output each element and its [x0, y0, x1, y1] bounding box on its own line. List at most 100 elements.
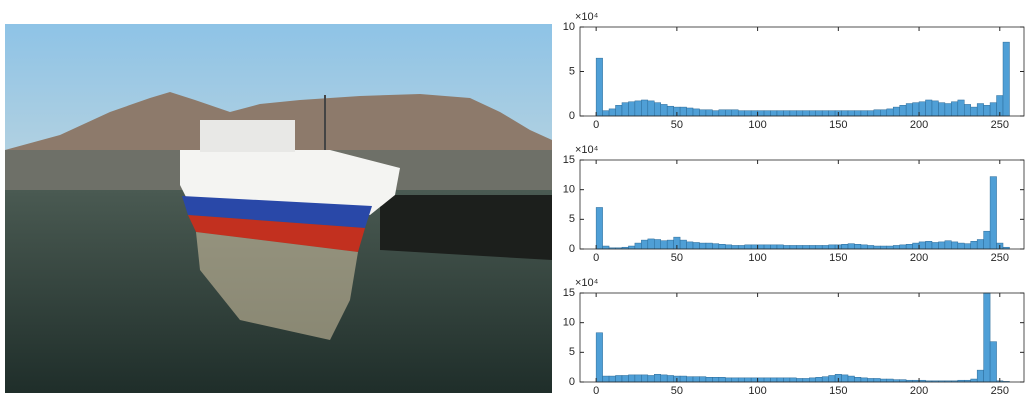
bar [706, 377, 712, 382]
y-scale-label: ×10⁴ [575, 11, 599, 23]
bar [641, 240, 647, 249]
bar [829, 111, 835, 116]
photo [5, 24, 552, 393]
bar [725, 245, 731, 249]
y-tick-label: 0 [569, 110, 575, 122]
bar [809, 111, 815, 116]
bar [842, 111, 848, 116]
bar [616, 105, 622, 116]
bar [661, 241, 667, 249]
bar [848, 376, 854, 382]
bar [622, 375, 628, 382]
bar [635, 375, 641, 382]
bar [596, 58, 602, 116]
x-tick-label: 250 [991, 252, 1009, 264]
y-tick-label: 0 [569, 376, 575, 388]
x-tick-label: 150 [829, 385, 847, 394]
bar [893, 107, 899, 116]
x-tick-label: 150 [829, 252, 847, 264]
bar [777, 111, 783, 116]
bar [803, 378, 809, 382]
plot-area [580, 293, 1024, 382]
bar [945, 104, 951, 116]
bar [680, 240, 686, 249]
bar [842, 375, 848, 382]
bar [654, 240, 660, 249]
bar [990, 342, 996, 382]
y-tick-label: 10 [563, 184, 575, 196]
bar [906, 104, 912, 116]
bar [680, 107, 686, 116]
bar [900, 245, 906, 249]
bar [874, 246, 880, 249]
bar [958, 243, 964, 249]
x-tick-label: 50 [671, 385, 683, 394]
bar [764, 111, 770, 116]
bar [874, 378, 880, 382]
bar [603, 246, 609, 249]
bar [628, 246, 634, 249]
bar [951, 102, 957, 116]
bar [893, 245, 899, 249]
bar [719, 244, 725, 249]
bar [829, 245, 835, 249]
bar [790, 111, 796, 116]
bar [984, 293, 990, 382]
bar [648, 101, 654, 116]
bar [887, 246, 893, 249]
bar [738, 245, 744, 249]
bar [712, 377, 718, 382]
bar [984, 105, 990, 116]
bar [771, 111, 777, 116]
bar [932, 242, 938, 249]
bar [990, 177, 996, 249]
bar [751, 378, 757, 382]
bar [809, 245, 815, 249]
bar [667, 106, 673, 116]
bar [964, 244, 970, 249]
bar [616, 375, 622, 382]
bar [822, 245, 828, 249]
bar [758, 378, 764, 382]
bar [913, 103, 919, 116]
bar [803, 245, 809, 249]
bar [745, 111, 751, 116]
bar [906, 244, 912, 249]
bar [854, 377, 860, 382]
y-tick-label: 15 [563, 287, 575, 299]
bar [932, 101, 938, 116]
bar [635, 243, 641, 249]
bar [887, 109, 893, 116]
bar [661, 375, 667, 382]
bar [887, 379, 893, 382]
bar [977, 370, 983, 382]
bar [680, 376, 686, 382]
bar [596, 207, 602, 249]
bar [816, 111, 822, 116]
plot-area [580, 160, 1024, 249]
bar [706, 243, 712, 249]
bar [732, 245, 738, 249]
bar [867, 245, 873, 249]
bar [699, 377, 705, 382]
x-tick-label: 0 [593, 119, 599, 131]
bar [861, 111, 867, 116]
bar [712, 244, 718, 249]
bar [693, 109, 699, 116]
bar [751, 111, 757, 116]
bar [816, 245, 822, 249]
bar [822, 377, 828, 382]
x-tick-label: 50 [671, 252, 683, 264]
bar [667, 375, 673, 382]
bar [926, 241, 932, 249]
x-tick-label: 200 [910, 385, 928, 394]
bar [751, 245, 757, 249]
bar [874, 110, 880, 116]
bar [699, 110, 705, 116]
bar [919, 242, 925, 249]
bar [609, 376, 615, 382]
bar [725, 110, 731, 116]
x-tick-label: 50 [671, 119, 683, 131]
bar [719, 110, 725, 116]
